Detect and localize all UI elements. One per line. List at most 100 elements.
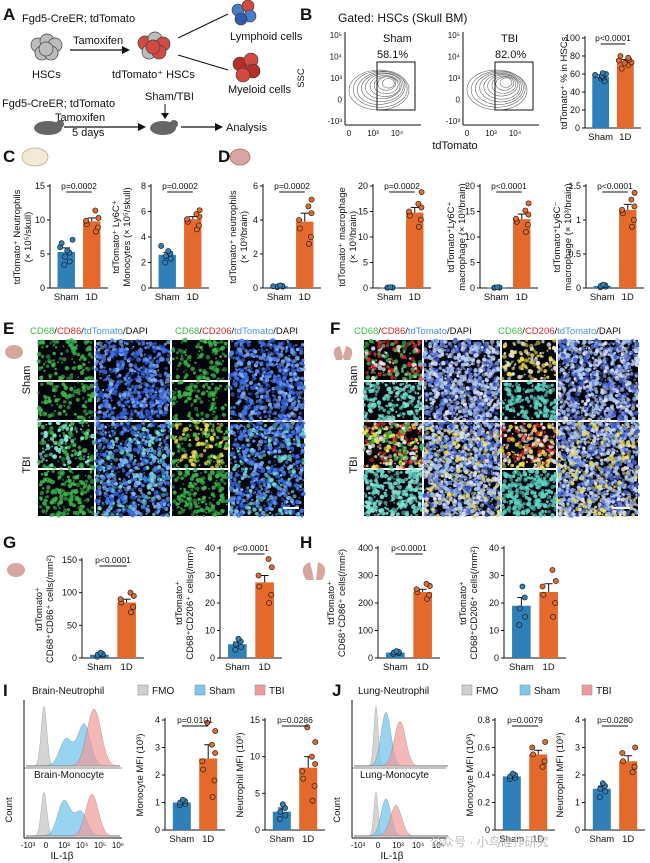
- cell-nucleus: [205, 439, 209, 443]
- cell-nucleus: [139, 512, 143, 517]
- cell-nucleus: [152, 512, 156, 517]
- cell-nucleus: [114, 367, 120, 373]
- cell-nucleus: [112, 408, 115, 410]
- cell-nucleus: [267, 402, 272, 407]
- cell-nucleus: [171, 485, 175, 489]
- facs-ylabel: SSC: [296, 68, 307, 88]
- cell-nucleus: [381, 343, 386, 349]
- cell-nucleus: [118, 402, 122, 406]
- cell-nucleus: [136, 480, 141, 486]
- cell-nucleus: [60, 441, 64, 445]
- cell-nucleus: [94, 449, 98, 453]
- cell-nucleus: [158, 503, 160, 506]
- cell-nucleus: [213, 368, 218, 373]
- cell-nucleus: [215, 435, 220, 440]
- cell-nucleus: [260, 432, 263, 436]
- cell-nucleus: [159, 441, 163, 445]
- cell-nucleus: [284, 356, 288, 360]
- cell-nucleus: [96, 388, 99, 391]
- micro-e-tbi-green-4: [171, 467, 230, 518]
- cell-nucleus: [219, 468, 225, 474]
- cell-nucleus: [177, 348, 182, 353]
- cell-nucleus: [140, 478, 143, 481]
- cell-nucleus: [279, 433, 284, 438]
- cell-nucleus: [150, 414, 153, 417]
- cell-nucleus: [60, 390, 66, 396]
- cell-nucleus: [280, 512, 284, 516]
- cell-nucleus: [191, 450, 196, 455]
- cell-nucleus: [180, 509, 185, 514]
- cell-nucleus: [264, 382, 269, 387]
- cell-nucleus: [91, 485, 96, 491]
- cell-nucleus: [107, 511, 109, 514]
- cell-nucleus: [156, 511, 159, 515]
- cell-nucleus: [277, 459, 282, 464]
- cell-nucleus: [237, 399, 242, 403]
- cell-nucleus: [42, 437, 45, 440]
- cell-nucleus: [213, 352, 217, 356]
- cell-nucleus: [259, 497, 264, 502]
- p-value: p=0.0002: [162, 181, 198, 191]
- cell-nucleus: [220, 430, 223, 434]
- cell-nucleus: [105, 339, 109, 343]
- cell-nucleus: [262, 354, 265, 357]
- cell-nucleus: [220, 443, 222, 446]
- cell-nucleus: [388, 372, 393, 376]
- cell-nucleus: [123, 343, 126, 345]
- cell-nucleus: [229, 431, 233, 435]
- cell-nucleus: [125, 421, 127, 424]
- cell-nucleus: [107, 478, 110, 481]
- cell-nucleus: [58, 434, 62, 437]
- cell-nucleus: [172, 499, 177, 504]
- cell-nucleus: [229, 461, 232, 465]
- cell-nucleus: [71, 373, 74, 376]
- cell-nucleus: [254, 453, 258, 456]
- cell-nucleus: [256, 415, 259, 417]
- y-tick-label: 6: [141, 207, 146, 217]
- cell-nucleus: [164, 407, 168, 411]
- cell-nucleus: [202, 385, 206, 389]
- cell-nucleus: [133, 409, 138, 413]
- cell-nucleus: [416, 384, 419, 387]
- cell-nucleus: [282, 464, 286, 468]
- cell-nucleus: [147, 505, 150, 508]
- cell-nucleus: [249, 348, 252, 352]
- cell-nucleus: [233, 513, 237, 516]
- cell-nucleus: [111, 421, 115, 425]
- cell-nucleus: [225, 503, 228, 506]
- cell-nucleus: [52, 454, 57, 459]
- cell-nucleus: [127, 357, 132, 361]
- cell-nucleus: [221, 369, 224, 372]
- cell-nucleus: [177, 445, 180, 448]
- cell-nucleus: [83, 455, 86, 458]
- cell-nucleus: [60, 472, 63, 474]
- cell-nucleus: [230, 501, 233, 504]
- cell-nucleus: [274, 515, 276, 517]
- cell-nucleus: [290, 460, 292, 463]
- cell-nucleus: [111, 489, 116, 494]
- cell-nucleus: [231, 447, 234, 450]
- cell-nucleus: [143, 471, 146, 475]
- cell-nucleus: [61, 382, 65, 386]
- cell-nucleus: [51, 469, 55, 473]
- cell-nucleus: [301, 458, 305, 462]
- cell-nucleus: [291, 391, 296, 396]
- cell-nucleus: [266, 371, 272, 376]
- cell-nucleus: [40, 382, 44, 386]
- cell-nucleus: [42, 464, 47, 469]
- cell-nucleus: [141, 427, 147, 432]
- cell-nucleus: [51, 489, 56, 494]
- cell-nucleus: [102, 403, 107, 408]
- facs-y-tick: 0: [456, 96, 461, 105]
- cell-nucleus: [302, 478, 305, 481]
- data-point: [296, 217, 302, 223]
- cell-nucleus: [246, 486, 250, 490]
- cell-nucleus: [136, 357, 141, 363]
- cell-nucleus: [190, 402, 194, 406]
- cell-nucleus: [146, 398, 148, 401]
- cell-nucleus: [69, 386, 74, 391]
- cell-nucleus: [285, 348, 289, 352]
- cell-nucleus: [238, 480, 241, 484]
- cell-nucleus: [265, 398, 270, 403]
- cell-nucleus: [134, 486, 137, 489]
